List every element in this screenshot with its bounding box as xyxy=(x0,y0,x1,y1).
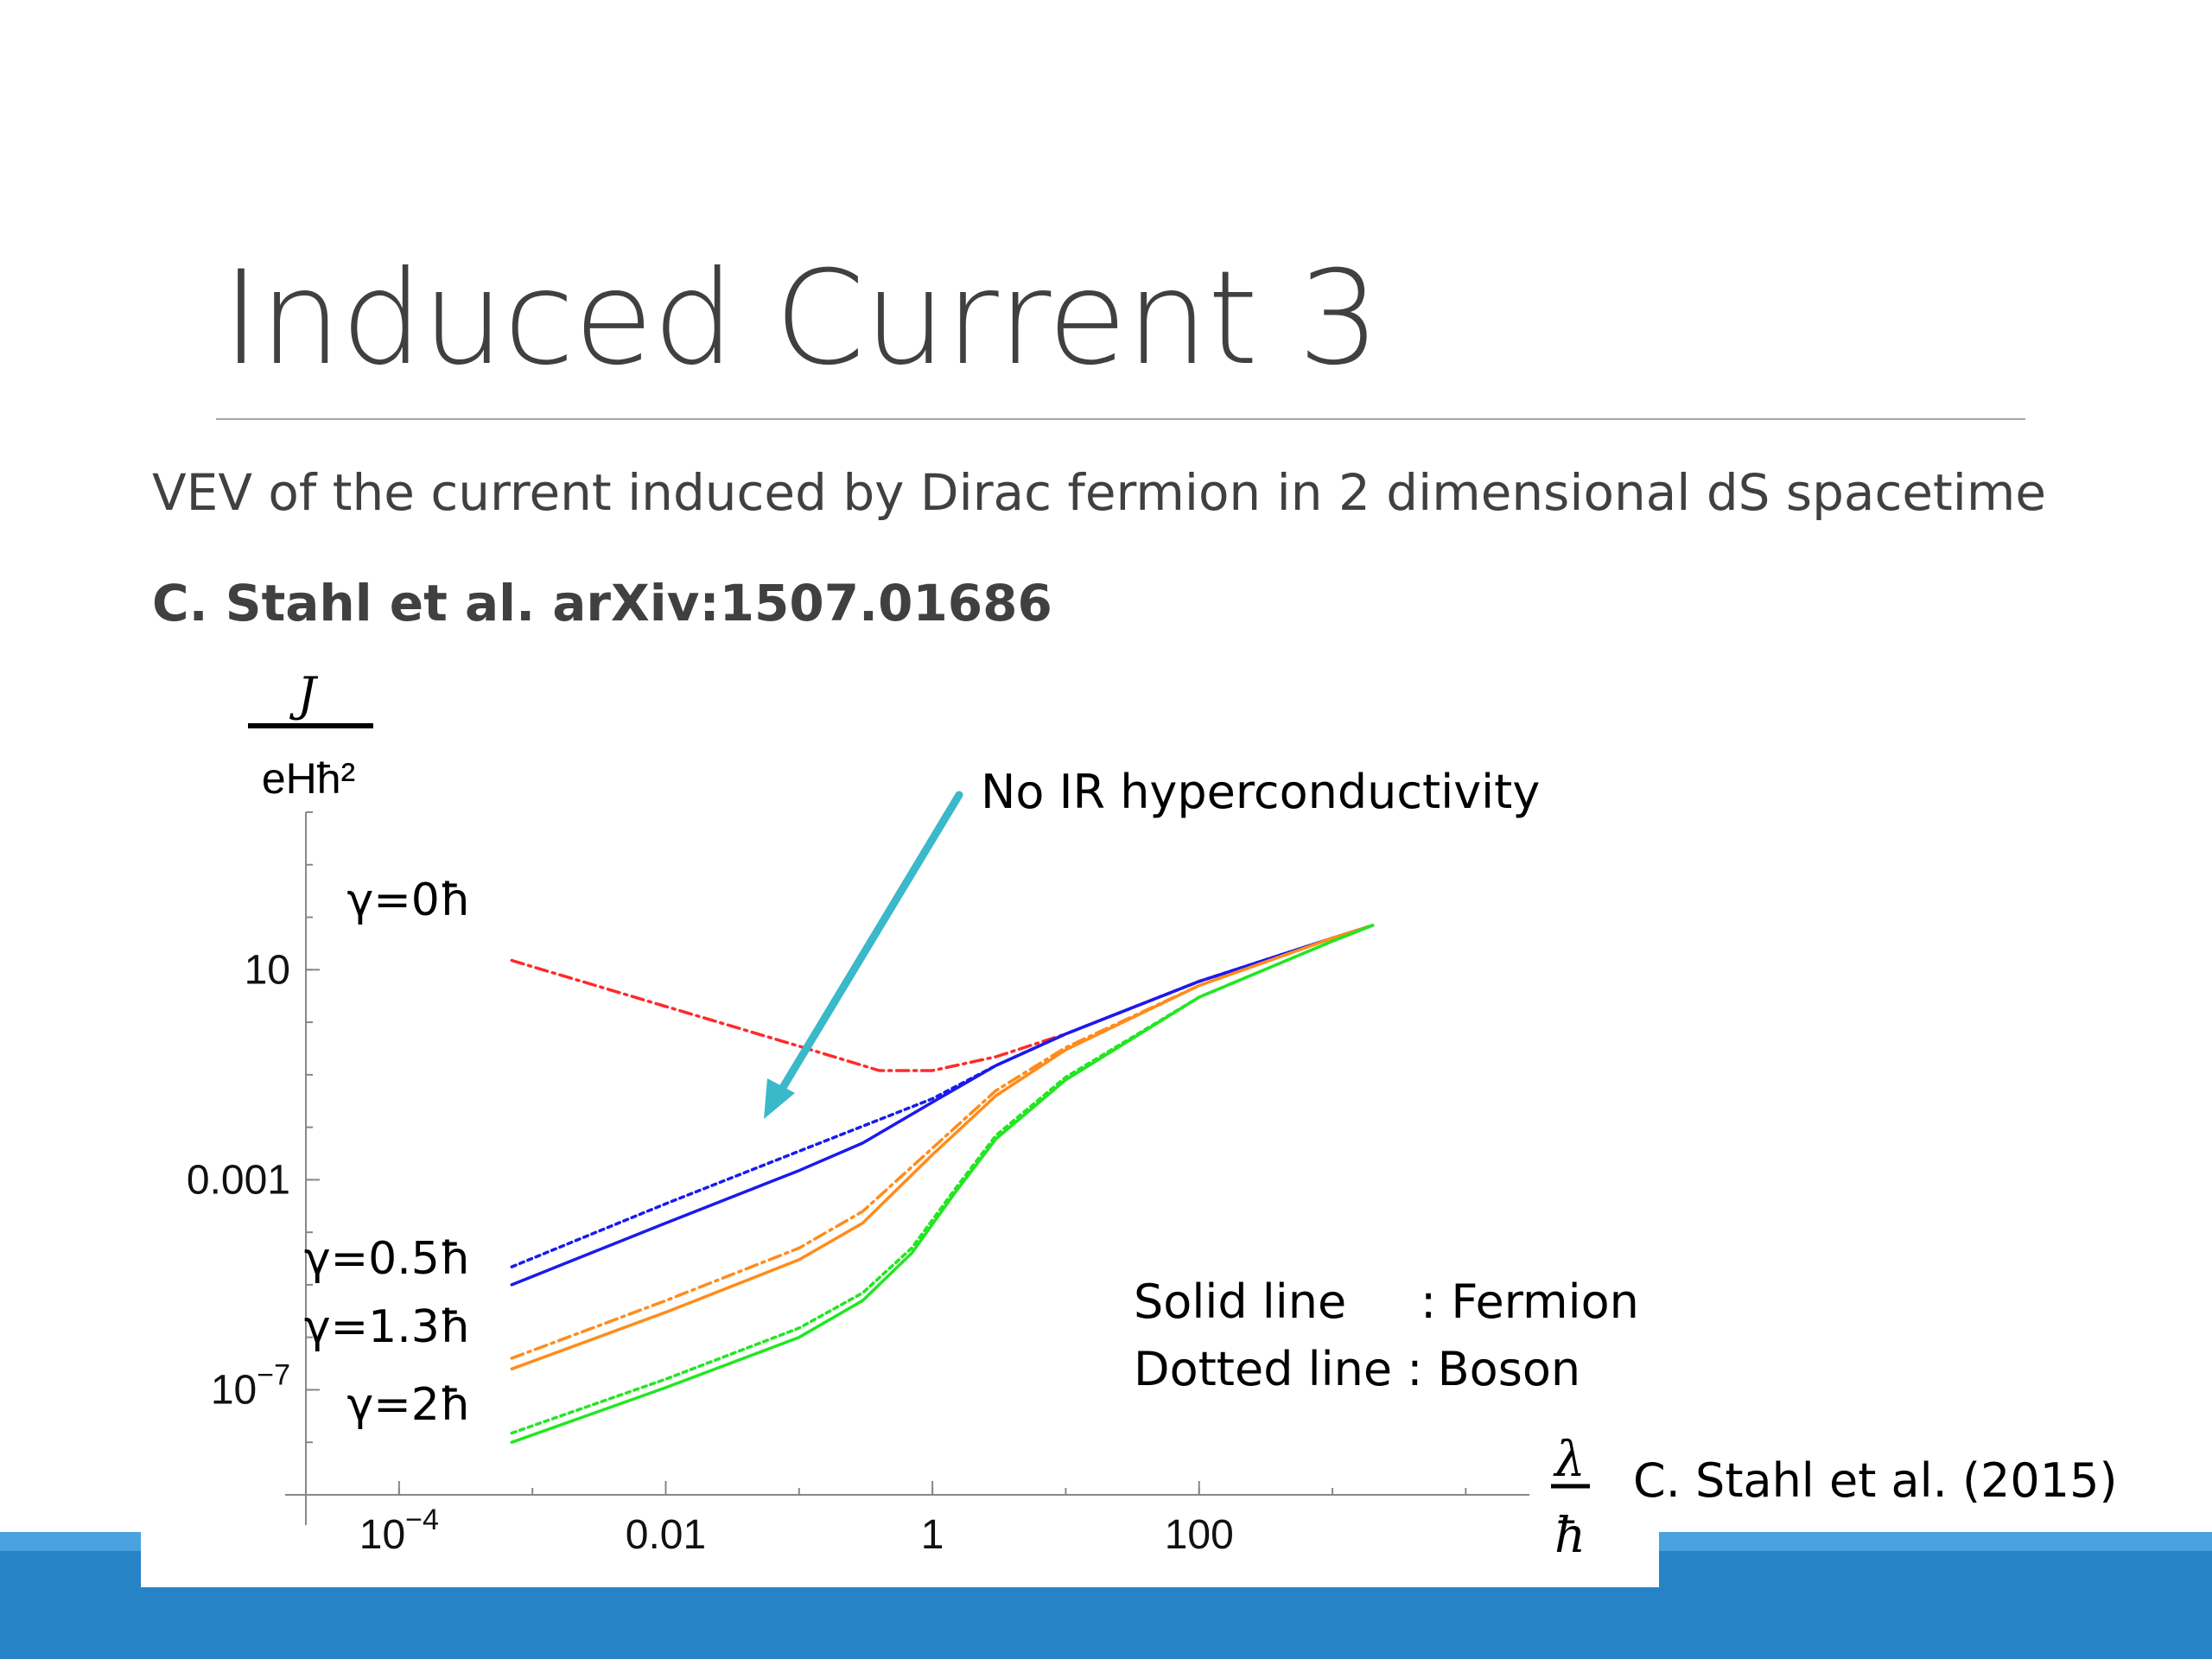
y-tick-label: 10−7 xyxy=(211,1358,290,1413)
x-tick-label: 100 xyxy=(1165,1512,1234,1558)
annotation-label: No IR hyperconductivity xyxy=(981,765,1540,819)
y-tick-label: 0.001 xyxy=(187,1157,290,1203)
legend-dotted-line: Dotted line : Boson xyxy=(1134,1342,1581,1396)
x-tick-label-exponent: −4 xyxy=(405,1503,439,1536)
y-tick-label-base: 0.001 xyxy=(187,1157,290,1203)
series-line-gamma2-dotted xyxy=(510,924,1375,1435)
annotation-arrow-head xyxy=(764,1078,795,1119)
x-tick-label: 10−4 xyxy=(359,1503,439,1558)
slide-subtitle: VEV of the current induced by Dirac ferm… xyxy=(152,463,2047,522)
y-tick-label-base: 10 xyxy=(245,947,290,993)
series-line-gamma13-dashdot xyxy=(510,924,1375,1360)
y-tick-label: 10 xyxy=(245,947,290,993)
x-axis-label-numerator: λ xyxy=(1553,1432,1586,1488)
x-tick-label-base: 100 xyxy=(1165,1512,1234,1558)
slide-citation: C. Stahl et al. arXiv:1507.01686 xyxy=(152,574,1052,632)
y-tick-label-exponent: −7 xyxy=(257,1358,290,1391)
y-axis-label-numerator: J xyxy=(289,667,319,721)
series-line-gamma0-dashdot xyxy=(510,924,1375,1072)
legend-solid-line: Solid line : Fermion xyxy=(1134,1274,1639,1329)
curve-label: γ=0ħ xyxy=(346,874,471,926)
x-tick-label-base: 10 xyxy=(359,1512,405,1558)
y-axis-label-denominator: eHħ² xyxy=(262,754,355,803)
x-tick-label-base: 1 xyxy=(921,1512,944,1558)
curve-label: γ=1.3ħ xyxy=(304,1301,471,1353)
x-tick-label-base: 0.01 xyxy=(626,1512,706,1558)
annotation-arrow-shaft xyxy=(772,791,963,1103)
x-tick-label: 1 xyxy=(921,1512,944,1558)
curve-label: γ=0.5ħ xyxy=(304,1233,471,1285)
line-style-legend: Solid line : Fermion Dotted line : Boson xyxy=(1134,1268,1639,1403)
slide-title: Induced Current 3 xyxy=(222,244,1380,394)
curve-label: γ=2ħ xyxy=(346,1379,471,1431)
y-tick-label-base: 10 xyxy=(211,1367,257,1413)
x-axis-label-denominator: ħ xyxy=(1554,1508,1586,1564)
figure-source: C. Stahl et al. (2015) xyxy=(1633,1453,2118,1508)
title-divider xyxy=(216,418,2025,420)
x-tick-label: 0.01 xyxy=(626,1512,706,1558)
